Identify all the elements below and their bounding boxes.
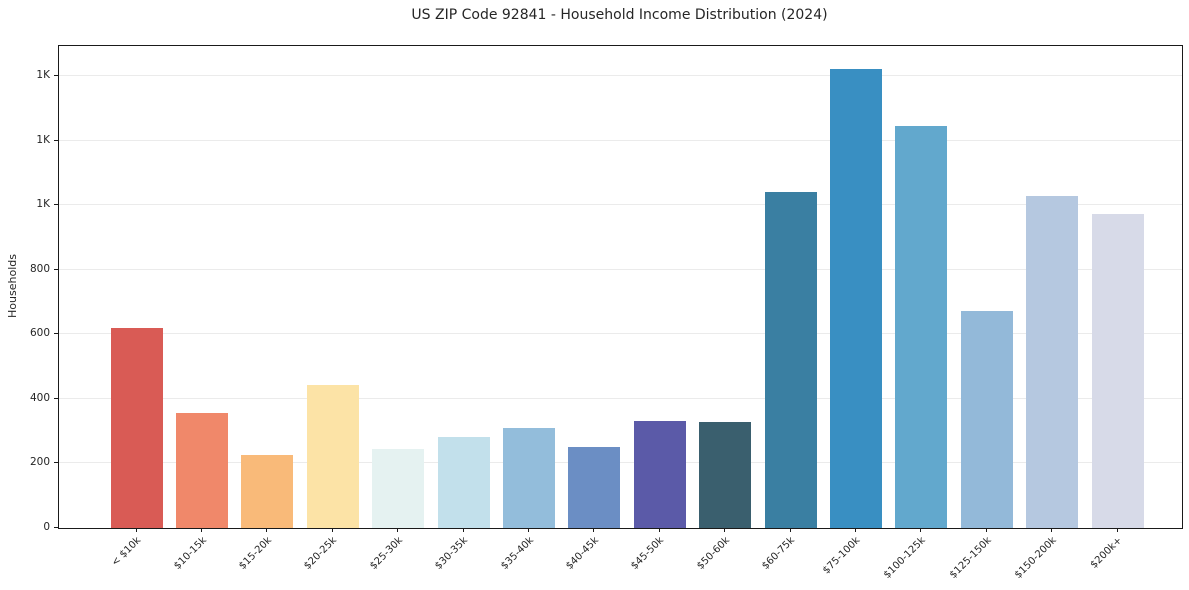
- x-tick-label: $60-75k: [760, 535, 798, 572]
- bar-$45-50k: [633, 420, 686, 528]
- y-tick-label: 800: [29, 262, 50, 275]
- x-tick-label: $30-35k: [433, 535, 471, 572]
- x-tick-mark: [789, 528, 791, 532]
- x-tick-label: $40-45k: [564, 535, 602, 572]
- y-tick-label: 1K: [36, 69, 50, 82]
- x-tick-label: $100-125k: [882, 535, 929, 581]
- y-tick-label: 200: [29, 456, 50, 469]
- x-tick-label: $45-50k: [629, 535, 667, 572]
- bar-$15-20k: [241, 455, 294, 528]
- x-tick-mark: [854, 528, 856, 532]
- y-tick-label: 0: [43, 521, 50, 533]
- y-tick-label: 600: [29, 327, 50, 340]
- y-tick-mark: [54, 333, 58, 335]
- bar-$10-15k: [175, 412, 228, 528]
- x-tick-mark: [658, 528, 660, 532]
- bar-< $10k: [110, 327, 163, 528]
- x-tick-label: $200k+: [1088, 535, 1125, 571]
- bar-$75-100k: [829, 69, 882, 528]
- y-tick-mark: [54, 527, 58, 528]
- bar-$35-40k: [502, 428, 555, 528]
- x-tick-mark: [331, 528, 333, 532]
- chart-title: US ZIP Code 92841 - Household Income Dis…: [411, 7, 828, 23]
- x-tick-label: $15-20k: [237, 535, 275, 572]
- x-tick-label: $10-15k: [171, 535, 209, 572]
- x-tick-label: $35-40k: [498, 535, 536, 572]
- bar-$60-75k: [764, 191, 817, 528]
- x-tick-label: $75-100k: [821, 535, 863, 577]
- x-tick-mark: [724, 528, 726, 532]
- x-tick-label: $125-150k: [947, 535, 994, 581]
- bar-$50-60k: [699, 421, 752, 528]
- y-tick-label: 1K: [36, 133, 50, 146]
- gridline: [59, 139, 1182, 141]
- plot-area: [58, 45, 1183, 529]
- y-tick-mark: [54, 397, 58, 399]
- x-tick-mark: [985, 528, 987, 532]
- gridline: [59, 333, 1182, 335]
- bar-$100-125k: [895, 126, 948, 528]
- y-tick-label: 400: [29, 391, 50, 404]
- x-tick-mark: [1116, 528, 1118, 532]
- y-tick-mark: [54, 204, 58, 206]
- y-tick-label: 1K: [36, 198, 50, 211]
- y-tick-mark: [54, 268, 58, 270]
- bar-$150-200k: [1026, 195, 1079, 528]
- y-tick-mark: [54, 139, 58, 141]
- x-tick-mark: [266, 528, 268, 532]
- x-tick-mark: [527, 528, 529, 532]
- x-tick-mark: [200, 528, 202, 532]
- y-tick-mark: [54, 462, 58, 464]
- x-tick-label: $20-25k: [302, 535, 340, 572]
- x-tick-mark: [593, 528, 595, 532]
- bar-$30-35k: [437, 437, 490, 528]
- x-tick-label: < $10k: [109, 535, 144, 569]
- bar-$125-150k: [960, 310, 1013, 528]
- gridline: [59, 268, 1182, 270]
- x-tick-mark: [397, 528, 399, 532]
- bar-$25-30k: [372, 448, 425, 528]
- x-tick-mark: [462, 528, 464, 532]
- x-tick-label: $25-30k: [367, 535, 405, 572]
- gridline: [59, 462, 1182, 464]
- x-tick-label: $50-60k: [694, 535, 732, 572]
- bar-$20-25k: [306, 385, 359, 528]
- x-tick-mark: [920, 528, 922, 532]
- y-tick-mark: [54, 75, 58, 77]
- x-tick-mark: [1051, 528, 1053, 532]
- gridline: [59, 75, 1182, 77]
- gridline: [59, 204, 1182, 206]
- x-tick-label: $150-200k: [1012, 535, 1059, 581]
- bar-$200k+: [1091, 214, 1144, 528]
- gridline: [59, 397, 1182, 399]
- x-tick-mark: [135, 528, 137, 532]
- bar-$40-45k: [568, 447, 621, 528]
